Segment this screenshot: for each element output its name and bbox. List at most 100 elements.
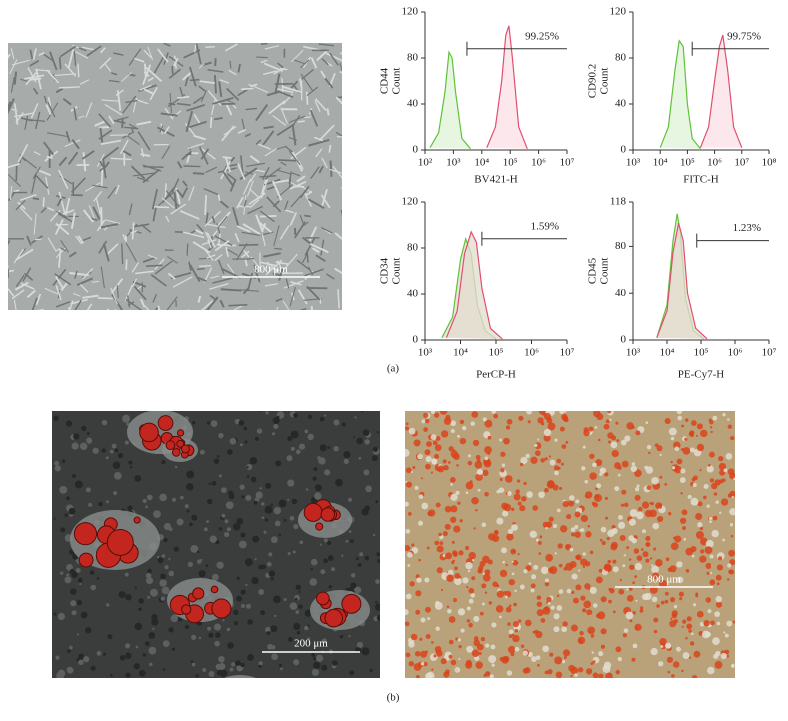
stain (589, 586, 597, 594)
texture (66, 573, 70, 577)
cell (185, 120, 207, 130)
stain (616, 439, 620, 442)
y-tick-label: 120 (610, 6, 627, 18)
texture (208, 670, 215, 677)
stain (691, 477, 696, 482)
stain (425, 418, 430, 424)
stain (545, 554, 553, 562)
texture (321, 664, 328, 671)
stain (642, 551, 649, 558)
texture (101, 448, 106, 453)
cell (15, 200, 26, 211)
stain (475, 473, 484, 481)
stain (567, 500, 575, 507)
stain (452, 550, 458, 556)
stain (507, 645, 516, 654)
texture (364, 505, 370, 511)
texture (354, 586, 362, 594)
stain (575, 499, 580, 504)
stain (713, 653, 719, 659)
texture (74, 480, 83, 489)
stain (484, 569, 491, 576)
cell (8, 191, 16, 202)
texture (352, 436, 355, 439)
stain (506, 533, 514, 541)
cell (171, 65, 174, 75)
cell (205, 166, 218, 174)
stain (582, 565, 586, 569)
stain (556, 458, 562, 464)
texture (83, 656, 90, 663)
cell (222, 171, 235, 187)
cell (321, 227, 333, 234)
cell (136, 176, 149, 182)
cell (339, 70, 342, 74)
texture (348, 587, 354, 593)
cell (236, 225, 251, 233)
cell (135, 270, 154, 275)
texture (305, 488, 309, 491)
cell (147, 46, 154, 61)
stain (700, 429, 708, 438)
stain (680, 468, 686, 474)
cell (43, 53, 54, 62)
cell (33, 151, 41, 156)
stain (678, 591, 684, 597)
cell (210, 275, 220, 279)
cell (272, 272, 281, 277)
texture (332, 660, 338, 666)
stain (547, 422, 556, 431)
stain (697, 522, 703, 528)
histogram-curve (445, 230, 503, 340)
stain (590, 633, 595, 638)
stain (506, 670, 513, 676)
stain (434, 444, 442, 452)
texture (208, 482, 211, 486)
lipid-droplet (176, 439, 185, 448)
cell (60, 282, 68, 291)
cell (293, 221, 306, 239)
cell (152, 293, 158, 303)
lipid-droplet (324, 608, 344, 628)
texture (214, 640, 220, 647)
texture (270, 625, 278, 633)
cell (29, 49, 34, 60)
stain (508, 634, 513, 639)
stain (475, 509, 478, 512)
stain (484, 419, 493, 428)
texture (224, 519, 229, 524)
stain (470, 593, 476, 598)
stain (420, 477, 423, 480)
cell (271, 180, 283, 201)
stain (420, 662, 425, 666)
texture (60, 571, 64, 575)
histogram-curve (659, 39, 701, 150)
texture (68, 507, 76, 515)
cell (193, 113, 202, 125)
cell (207, 90, 222, 107)
cell (284, 209, 295, 214)
cell (280, 68, 288, 71)
cell (150, 274, 167, 287)
stain (512, 559, 519, 566)
cell (8, 98, 15, 115)
stain (629, 564, 635, 570)
stain (450, 420, 456, 427)
stain (513, 493, 521, 501)
texture (135, 645, 139, 649)
stain (405, 544, 411, 552)
stain (597, 673, 604, 678)
cell (260, 179, 269, 199)
stain (473, 636, 479, 641)
stain (499, 438, 502, 442)
histogram-curve (486, 25, 528, 150)
x-axis-label: PE-Cy7-H (678, 369, 725, 381)
y-axis-label: CD44 (379, 67, 391, 94)
cell (217, 259, 225, 275)
cell (264, 148, 278, 157)
lipid-droplet (211, 598, 232, 619)
stain (530, 456, 538, 464)
stain (594, 426, 598, 429)
cell (62, 97, 71, 105)
texture (298, 590, 301, 593)
